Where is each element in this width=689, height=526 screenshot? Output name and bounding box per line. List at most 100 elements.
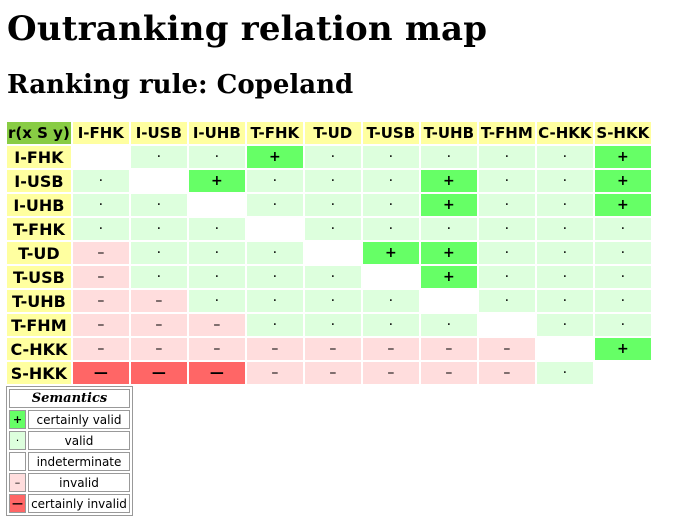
relation-cell: – — [478, 362, 535, 384]
relation-cell: · — [362, 170, 419, 192]
column-header-i-fhk: I-FHK — [72, 122, 129, 144]
table-row: C-HKK – – – – – – – – + — [7, 338, 651, 360]
relation-cell: – — [72, 338, 129, 360]
relation-cell: · — [536, 170, 593, 192]
semantics-legend: Semantics + certainly valid · valid indeterm… — [6, 386, 133, 516]
relation-cell: · — [536, 146, 593, 168]
relation-cell: · — [72, 170, 129, 192]
legend-item: · valid — [9, 431, 130, 450]
relation-cell: · — [478, 218, 535, 240]
relation-cell: – — [72, 242, 129, 264]
column-header-i-uhb: I-UHB — [188, 122, 245, 144]
row-header-i-fhk: I-FHK — [7, 146, 71, 168]
relation-cell: — — [72, 362, 129, 384]
column-header-s-hkk: S-HKK — [594, 122, 651, 144]
table-row: I-FHK · · + · · · · · + — [7, 146, 651, 168]
relation-cell: · — [594, 290, 651, 312]
relation-cell: · — [188, 290, 245, 312]
relation-cell: · — [594, 314, 651, 336]
legend-swatch: – — [9, 473, 26, 492]
relation-cell: — — [188, 362, 245, 384]
row-header-t-fhk: T-FHK — [7, 218, 71, 240]
relation-cell: + — [362, 242, 419, 264]
legend-title: Semantics — [9, 389, 130, 408]
outranking-table: r(x S y) I-FHK I-USB I-UHB T-FHK T-UD T-USB T-… — [5, 120, 653, 386]
relation-cell: + — [188, 170, 245, 192]
relation-cell — [420, 290, 477, 312]
relation-cell — [246, 218, 303, 240]
row-header-i-uhb: I-UHB — [7, 194, 71, 216]
relation-cell: – — [420, 362, 477, 384]
relation-cell: · — [420, 218, 477, 240]
relation-cell: · — [362, 194, 419, 216]
column-header-t-usb: T-USB — [362, 122, 419, 144]
legend-swatch: — — [9, 494, 26, 513]
legend-item: — certainly invalid — [9, 494, 130, 513]
relation-cell: – — [130, 290, 187, 312]
relation-cell: · — [304, 218, 361, 240]
relation-cell: · — [246, 170, 303, 192]
relation-cell: – — [72, 290, 129, 312]
relation-cell: · — [420, 314, 477, 336]
relation-cell — [594, 362, 651, 384]
relation-cell — [188, 194, 245, 216]
row-header-t-fhm: T-FHM — [7, 314, 71, 336]
table-row: T-USB – · · · · + · · · — [7, 266, 651, 288]
relation-cell: · — [72, 218, 129, 240]
legend-swatch: · — [9, 431, 26, 450]
table-row: I-UHB · · · · · + · · + — [7, 194, 651, 216]
relation-cell: — — [130, 362, 187, 384]
relation-cell: · — [246, 314, 303, 336]
relation-cell: · — [130, 218, 187, 240]
relation-cell: · — [536, 266, 593, 288]
relation-cell: · — [246, 266, 303, 288]
relation-cell: – — [362, 362, 419, 384]
relation-cell: · — [130, 242, 187, 264]
legend-item: indeterminate — [9, 452, 130, 471]
relation-cell: · — [478, 170, 535, 192]
legend-label: indeterminate — [28, 452, 130, 471]
relation-cell: – — [130, 314, 187, 336]
relation-cell: – — [304, 362, 361, 384]
relation-cell: + — [594, 338, 651, 360]
relation-cell: · — [72, 194, 129, 216]
relation-cell: + — [594, 194, 651, 216]
relation-cell: + — [594, 146, 651, 168]
relation-cell: · — [304, 146, 361, 168]
column-header-t-uhb: T-UHB — [420, 122, 477, 144]
relation-cell: · — [594, 218, 651, 240]
relation-cell: · — [478, 146, 535, 168]
relation-cell: · — [304, 194, 361, 216]
relation-cell: · — [362, 290, 419, 312]
relation-cell: · — [536, 218, 593, 240]
relation-cell: · — [362, 314, 419, 336]
legend-label: certainly invalid — [28, 494, 130, 513]
page-title: Outranking relation map — [7, 9, 488, 49]
relation-cell: · — [478, 242, 535, 264]
column-header-t-fhm: T-FHM — [478, 122, 535, 144]
relation-cell: – — [246, 362, 303, 384]
relation-cell — [362, 266, 419, 288]
relation-cell: · — [594, 266, 651, 288]
relation-cell: · — [536, 290, 593, 312]
relation-cell: · — [130, 266, 187, 288]
table-row: S-HKK — — — – – – – – · — [7, 362, 651, 384]
row-header-c-hkk: C-HKK — [7, 338, 71, 360]
relation-cell: · — [188, 242, 245, 264]
table-row: I-USB · + · · · + · · + — [7, 170, 651, 192]
legend-item: + certainly valid — [9, 410, 130, 429]
relation-cell: – — [188, 338, 245, 360]
relation-cell — [130, 170, 187, 192]
relation-cell: – — [188, 314, 245, 336]
relation-cell: · — [594, 242, 651, 264]
relation-cell: – — [72, 314, 129, 336]
row-header-t-usb: T-USB — [7, 266, 71, 288]
column-header-i-usb: I-USB — [130, 122, 187, 144]
relation-cell: + — [420, 266, 477, 288]
relation-cell: + — [420, 170, 477, 192]
table-row: T-UHB – – · · · · · · · — [7, 290, 651, 312]
relation-cell: · — [304, 170, 361, 192]
legend-label: valid — [28, 431, 130, 450]
relation-cell: · — [362, 146, 419, 168]
relation-cell: · — [536, 314, 593, 336]
